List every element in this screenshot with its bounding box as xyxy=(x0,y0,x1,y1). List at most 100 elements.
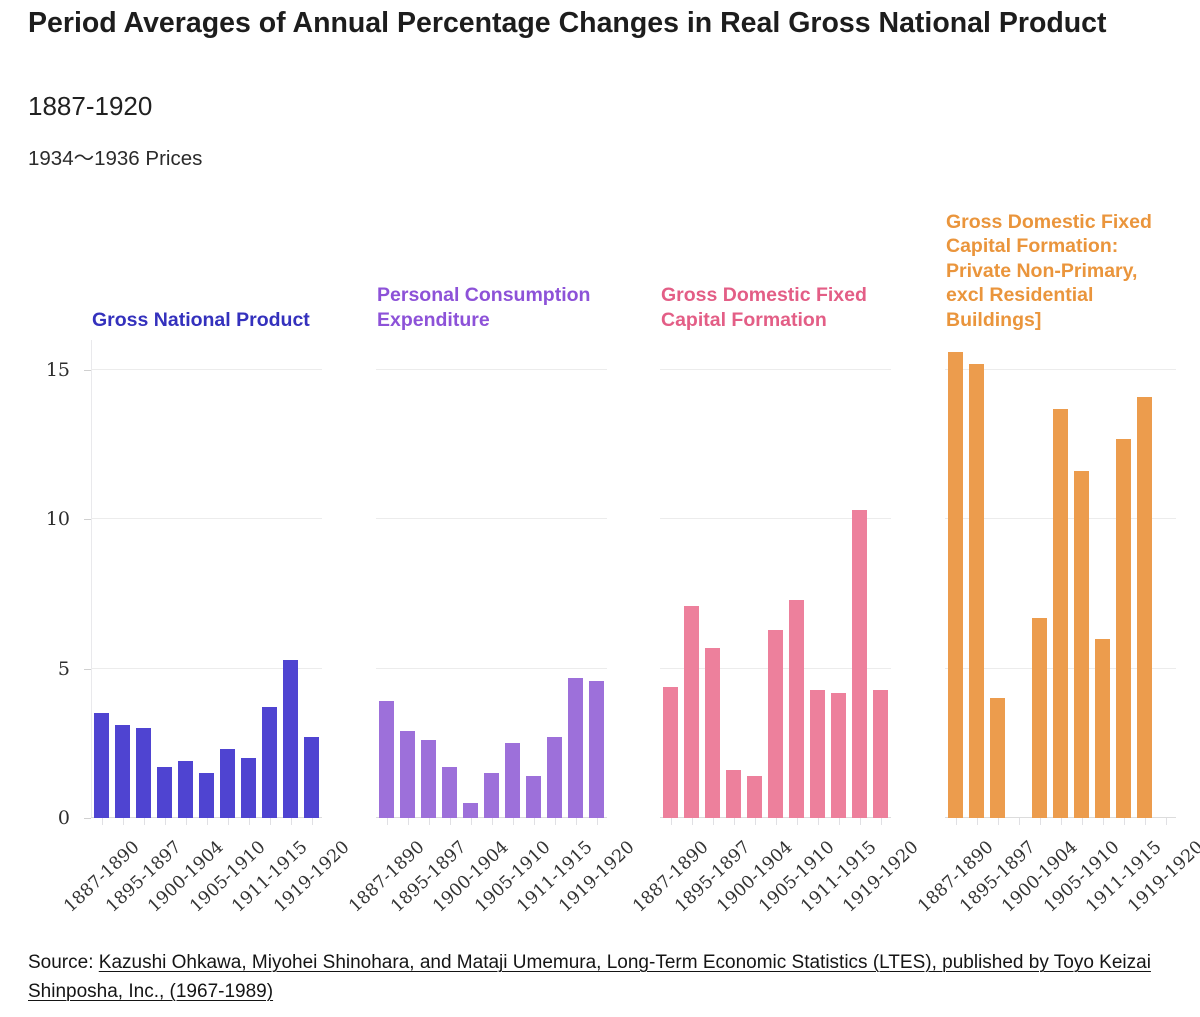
x-axis-tick-mark xyxy=(733,818,735,825)
bar-gnp-slot2 xyxy=(136,728,151,818)
bar-gdfcf-slot1 xyxy=(684,606,699,818)
x-axis-tick-mark xyxy=(596,818,598,825)
y-axis-tick-label: 5 xyxy=(57,657,70,680)
bar-gnp-slot8 xyxy=(262,707,277,818)
x-axis-tick-mark xyxy=(1165,818,1167,825)
bar-gdfcf-pnp-slot9 xyxy=(1137,397,1152,818)
x-axis-tick-mark xyxy=(1039,818,1041,825)
bar-gnp-slot10 xyxy=(304,737,319,818)
bar-pce-slot7 xyxy=(526,776,541,818)
bar-gnp-slot9 xyxy=(283,660,298,818)
x-axis-tick-mark xyxy=(164,818,166,825)
gridline-5 xyxy=(376,667,607,669)
x-axis-tick-mark xyxy=(449,818,451,825)
chart-subtitle: 1887-1920 xyxy=(28,91,153,121)
panel-title-gdfcf-pnp: Gross Domestic Fixed Capital Formation: … xyxy=(946,210,1152,331)
bar-pce-slot5 xyxy=(484,773,499,818)
bar-pce-slot4 xyxy=(463,803,478,818)
bar-gdfcf-slot5 xyxy=(768,630,783,818)
panel-title-pce: Personal Consumption Expenditure xyxy=(377,284,591,331)
x-axis-tick-mark xyxy=(533,818,535,825)
bar-gdfcf-slot6 xyxy=(789,600,804,818)
y-axis-tick-mark xyxy=(84,818,91,819)
x-axis-tick-mark xyxy=(997,818,999,825)
y-axis-tick-label: 10 xyxy=(45,508,70,531)
x-axis-tick-mark xyxy=(386,818,388,825)
bar-gnp-slot5 xyxy=(199,773,214,818)
x-axis-tick-mark xyxy=(817,818,819,825)
x-axis-tick-mark xyxy=(796,818,798,825)
bar-gnp-slot3 xyxy=(157,767,172,818)
y-axis-tick-label: 0 xyxy=(57,807,70,829)
bar-gdfcf-pnp-slot1 xyxy=(969,364,984,818)
bar-gnp-slot4 xyxy=(178,761,193,818)
bar-gnp-slot0 xyxy=(94,713,109,818)
x-axis-tick-mark xyxy=(311,818,313,825)
x-axis-tick-mark xyxy=(1018,818,1020,825)
bar-pce-slot9 xyxy=(568,678,583,818)
source-link[interactable]: Kazushi Ohkawa, Miyohei Shinohara, and M… xyxy=(28,952,1151,1002)
x-axis-tick-mark xyxy=(880,818,882,825)
source-prefix: Source: xyxy=(28,952,99,973)
bar-gnp-slot7 xyxy=(241,758,256,818)
x-axis-tick-mark xyxy=(206,818,208,825)
source-line: Source: Kazushi Ohkawa, Miyohei Shinohar… xyxy=(28,948,1180,1006)
x-axis-tick-mark xyxy=(407,818,409,825)
panel-gdfcf xyxy=(660,340,891,825)
x-axis-tick-mark xyxy=(575,818,577,825)
gridline-10 xyxy=(660,518,891,520)
bar-gdfcf-slot8 xyxy=(831,693,846,818)
bar-gdfcf-pnp-slot4 xyxy=(1032,618,1047,818)
gridline-15 xyxy=(91,368,322,370)
x-axis-tick-mark xyxy=(428,818,430,825)
bar-pce-slot1 xyxy=(400,731,415,818)
x-axis-tick-mark xyxy=(290,818,292,825)
x-axis-tick-mark xyxy=(227,818,229,825)
x-axis-tick-mark xyxy=(554,818,556,825)
y-axis-tick-label: 15 xyxy=(45,358,70,381)
panel-pce xyxy=(376,340,607,825)
bar-gdfcf-pnp-slot7 xyxy=(1095,639,1110,818)
bar-gdfcf-pnp-slot6 xyxy=(1074,471,1089,818)
x-axis-tick-mark xyxy=(1081,818,1083,825)
gridline-15 xyxy=(376,368,607,370)
y-axis-tick-mark xyxy=(84,668,91,670)
panel-title-gdfcf: Gross Domestic Fixed Capital Formation xyxy=(661,284,867,331)
x-axis-tick-mark xyxy=(1144,818,1146,825)
bar-gdfcf-slot0 xyxy=(663,687,678,818)
bar-gdfcf-slot4 xyxy=(747,776,762,818)
x-axis-tick-mark xyxy=(775,818,777,825)
bar-gnp-slot1 xyxy=(115,725,130,818)
x-axis-tick-mark xyxy=(754,818,756,825)
x-axis-tick-mark xyxy=(470,818,472,825)
bar-gdfcf-pnp-slot5 xyxy=(1053,409,1068,818)
x-axis-tick-mark xyxy=(491,818,493,825)
bar-pce-slot2 xyxy=(421,740,436,818)
gridline-10 xyxy=(376,518,607,520)
bar-gdfcf-pnp-slot8 xyxy=(1116,439,1131,818)
y-axis-line xyxy=(91,340,92,818)
x-axis-tick-mark xyxy=(1102,818,1104,825)
chart-title: Period Averages of Annual Percentage Cha… xyxy=(28,7,1107,39)
x-axis-tick-mark xyxy=(955,818,957,825)
bar-gdfcf-slot3 xyxy=(726,770,741,818)
x-axis-tick-mark xyxy=(185,818,187,825)
gridline-15 xyxy=(945,368,1176,370)
x-axis-tick-mark xyxy=(712,818,714,825)
bar-gdfcf-slot7 xyxy=(810,690,825,818)
bar-gdfcf-slot9 xyxy=(852,510,867,818)
bar-pce-slot3 xyxy=(442,767,457,818)
x-axis-tick-mark xyxy=(248,818,250,825)
bar-gdfcf-slot10 xyxy=(873,690,888,818)
x-axis-tick-mark xyxy=(1123,818,1125,825)
x-axis-tick-mark xyxy=(101,818,103,825)
panel-gnp xyxy=(91,340,322,825)
bar-pce-slot10 xyxy=(589,681,604,818)
x-axis-tick-mark xyxy=(838,818,840,825)
gridline-15 xyxy=(660,368,891,370)
x-axis-tick-mark xyxy=(269,818,271,825)
x-axis-tick-mark xyxy=(122,818,124,825)
gridline-5 xyxy=(91,667,322,669)
y-axis-tick-mark xyxy=(84,519,91,521)
